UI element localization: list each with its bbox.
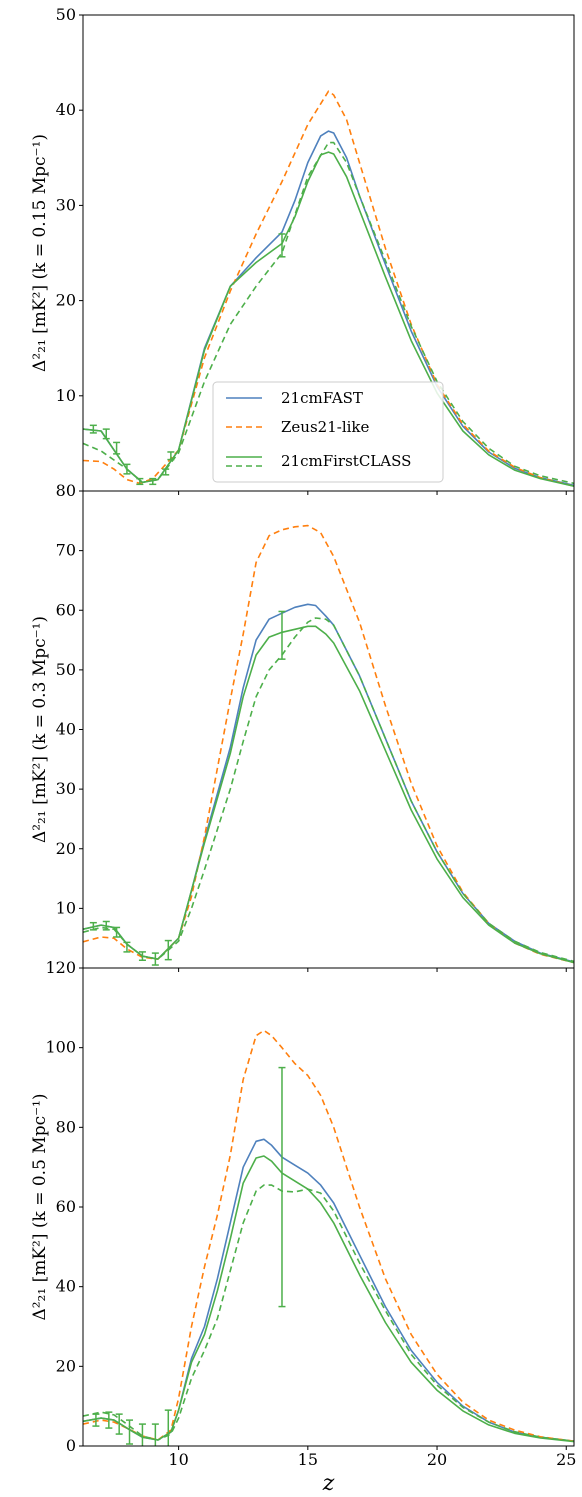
errorbar — [151, 952, 159, 966]
x-tick-label: 15 — [298, 1450, 318, 1469]
errorbar — [92, 1413, 100, 1427]
y-tick-label: 0 — [66, 1436, 76, 1455]
panel-3: 0 20 40 60 80 100 120 Δ²₂₁ [mK²] (k = 0.5 Mpc⁻¹… — [30, 958, 575, 1455]
x-tick-label: 10 — [168, 1450, 188, 1469]
legend-box — [212, 381, 444, 483]
errorbar — [278, 610, 286, 660]
panel-1: 10 20 30 40 50 Δ²₂₁ [mK²] (k = 0.15 Mpc⁻¹) — [30, 5, 575, 495]
y-tick-label: 50 — [56, 660, 76, 679]
y-tick-label: 60 — [56, 1197, 76, 1216]
series-line-21cmfirstclass-solid — [83, 625, 574, 964]
errorbar — [136, 477, 144, 486]
y-tick-label: 40 — [56, 720, 76, 739]
y-tick-label: 10 — [56, 386, 76, 405]
y-tick-label: 70 — [56, 541, 76, 560]
y-tick-label: 40 — [56, 1277, 76, 1296]
errorbar — [115, 1413, 123, 1435]
y-tick-label: 30 — [56, 779, 76, 798]
errorbar — [162, 468, 170, 476]
y-tick-label: 60 — [56, 600, 76, 619]
series-line-zeus21-like-dashed — [83, 1029, 574, 1442]
legend-swatch — [226, 456, 262, 467]
y-tick-label: 100 — [45, 1038, 76, 1057]
errorbar — [151, 1423, 159, 1446]
y-tick-label: 40 — [56, 100, 76, 119]
y-tick-label: 80 — [56, 481, 76, 500]
errorbar — [126, 1419, 134, 1445]
series-line-21cmfast-solid — [83, 1138, 574, 1442]
legend-label: Zeus21-like — [281, 418, 369, 436]
y-tick-label: 20 — [56, 291, 76, 310]
y-tick-label: 80 — [56, 1117, 76, 1136]
errorbar — [138, 1423, 146, 1446]
y-tick-label: 20 — [56, 1356, 76, 1375]
x-axis-label: z — [322, 1471, 335, 1496]
errorbar — [278, 233, 286, 258]
legend-label: 21cmFAST — [281, 389, 363, 407]
y-tick-label: 120 — [45, 958, 76, 977]
errorbar — [113, 441, 121, 455]
errorbar — [89, 921, 97, 931]
x-tick-label: 25 — [556, 1450, 576, 1469]
y-tick-label: 10 — [56, 898, 76, 917]
y-tick-label: 30 — [56, 195, 76, 214]
panel-1-curves — [83, 90, 574, 487]
panel-2-curves — [83, 524, 574, 966]
series-line-21cmfirstclass-solid — [83, 1155, 574, 1443]
legend-label: 21cmFirstCLASS — [281, 452, 411, 470]
y-tick-label: 50 — [56, 5, 76, 24]
errorbar — [102, 920, 110, 931]
panel-2: 10 20 30 40 50 60 70 80 Δ²₂₁ [mK²] (k = 0.3 Mpc⁻… — [30, 481, 575, 972]
errorbar — [164, 1409, 172, 1446]
panel-2-frame — [82, 490, 575, 969]
series-line-zeus21-like-dashed — [83, 524, 574, 964]
legend: 21cmFAST Zeus21-like 21cmFirstCLASS — [212, 381, 444, 483]
errorbar — [167, 451, 175, 461]
series-line-21cmfirstclass-dashed — [83, 617, 574, 963]
errorbar — [102, 428, 110, 440]
errorbar — [89, 424, 97, 434]
panel-3-curves — [83, 1029, 574, 1446]
errorbar — [105, 1411, 113, 1429]
series-line-zeus21-like-dashed — [83, 90, 574, 487]
y-axis-label: Δ²₂₁ [mK²] (k = 0.15 Mpc⁻¹) — [30, 134, 50, 372]
y-axis-label: Δ²₂₁ [mK²] (k = 0.3 Mpc⁻¹) — [30, 616, 50, 843]
x-tick-label: 20 — [427, 1450, 447, 1469]
series-line-21cmfast-solid — [83, 603, 574, 963]
y-axis-label: Δ²₂₁ [mK²] (k = 0.5 Mpc⁻¹) — [30, 1093, 50, 1320]
panel-3-frame — [82, 967, 575, 1447]
errorbar — [113, 926, 121, 938]
errorbar — [138, 951, 146, 961]
errorbar — [164, 939, 172, 961]
series-line-21cmfirstclass-dashed — [83, 1184, 574, 1442]
errorbar — [149, 477, 157, 486]
errorbar — [123, 463, 131, 475]
errorbar — [123, 941, 131, 953]
errorbar — [278, 1066, 286, 1308]
y-tick-label: 20 — [56, 839, 76, 858]
